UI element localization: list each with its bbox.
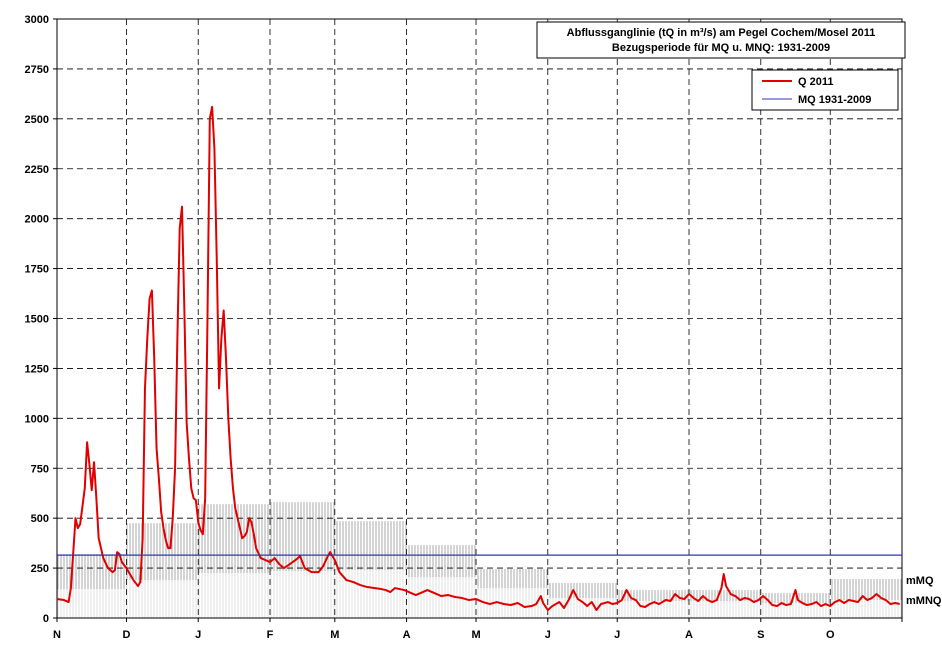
chart-subtitle: Bezugsperiode für MQ u. MNQ: 1931-2009: [612, 42, 830, 54]
band-mmq-mmnq-10: [760, 593, 831, 604]
band-base-0: [57, 589, 127, 618]
ytick-label-1000: 1000: [25, 413, 49, 425]
band-base-2: [198, 573, 270, 618]
band-base-3: [269, 571, 335, 618]
ytick-label-2500: 2500: [25, 114, 49, 126]
ytick-label-500: 500: [31, 513, 49, 525]
ytick-label-1250: 1250: [25, 363, 49, 375]
band-base-5: [406, 577, 477, 618]
title-box: Abflussganglinie (tQ in m³/s) am Pegel C…: [536, 21, 906, 59]
xtick-label-6: M: [471, 629, 480, 641]
ytick-label-2250: 2250: [25, 164, 49, 176]
band-base-4: [334, 570, 407, 618]
band-mmq-mmnq-1: [126, 523, 199, 581]
xtick-label-10: S: [757, 629, 764, 641]
ytick-label-3000: 3000: [25, 14, 49, 26]
band-mmq-mmnq-6: [476, 569, 548, 589]
xtick-label-1: D: [122, 629, 130, 641]
xtick-label-3: F: [267, 629, 274, 641]
band-mmq-mmnq-5: [406, 545, 477, 578]
series-layer: [56, 105, 902, 612]
xtick-label-0: N: [53, 629, 61, 641]
xtick-label-2: J: [195, 629, 201, 641]
band-mmq-mmnq-9: [689, 590, 761, 602]
band-mmq-mmnq-11: [830, 579, 902, 601]
ytick-label-1750: 1750: [25, 264, 49, 276]
xtick-label-11: O: [826, 629, 835, 641]
xtick-label-9: A: [685, 629, 693, 641]
band-mmq-mmnq-8: [617, 590, 690, 602]
ytick-label-0: 0: [43, 613, 49, 625]
chart-title: Abflussganglinie (tQ in m³/s) am Pegel C…: [567, 27, 876, 39]
xtick-label-7: J: [545, 629, 551, 641]
axis-layer: 0 250 500 750 1000 1250 1500 1750 2000 2250 2500 27…: [25, 14, 903, 641]
ytick-label-750: 750: [31, 463, 49, 475]
ytick-label-250: 250: [31, 563, 49, 575]
series-line-q2011: [56, 105, 900, 612]
band-base-7: [547, 598, 618, 618]
legend-label-q2011: Q 2011: [798, 76, 833, 88]
right-label-mmq: mMQ: [906, 575, 934, 587]
legend-label-mq: MQ 1931-2009: [798, 94, 871, 106]
xtick-label-5: A: [403, 629, 411, 641]
band-base-10: [760, 603, 831, 618]
right-label-mmnq: mMNQ: [906, 595, 942, 607]
band-mmq-mmnq-0: [57, 554, 127, 590]
band-mmq-mmnq-7: [547, 583, 618, 599]
band-base-8: [617, 601, 690, 618]
xtick-label-4: M: [330, 629, 339, 641]
legend: Q 2011 MQ 1931-2009: [751, 69, 899, 111]
band-mmq-mmnq-2: [198, 504, 270, 574]
band-base-11: [830, 600, 902, 618]
ytick-label-2000: 2000: [25, 214, 49, 226]
xtick-label-8: J: [614, 629, 620, 641]
ytick-label-2750: 2750: [25, 64, 49, 76]
band-base-9: [689, 601, 761, 618]
ytick-label-1500: 1500: [25, 314, 49, 326]
band-mmq-mmnq-4: [334, 521, 407, 571]
